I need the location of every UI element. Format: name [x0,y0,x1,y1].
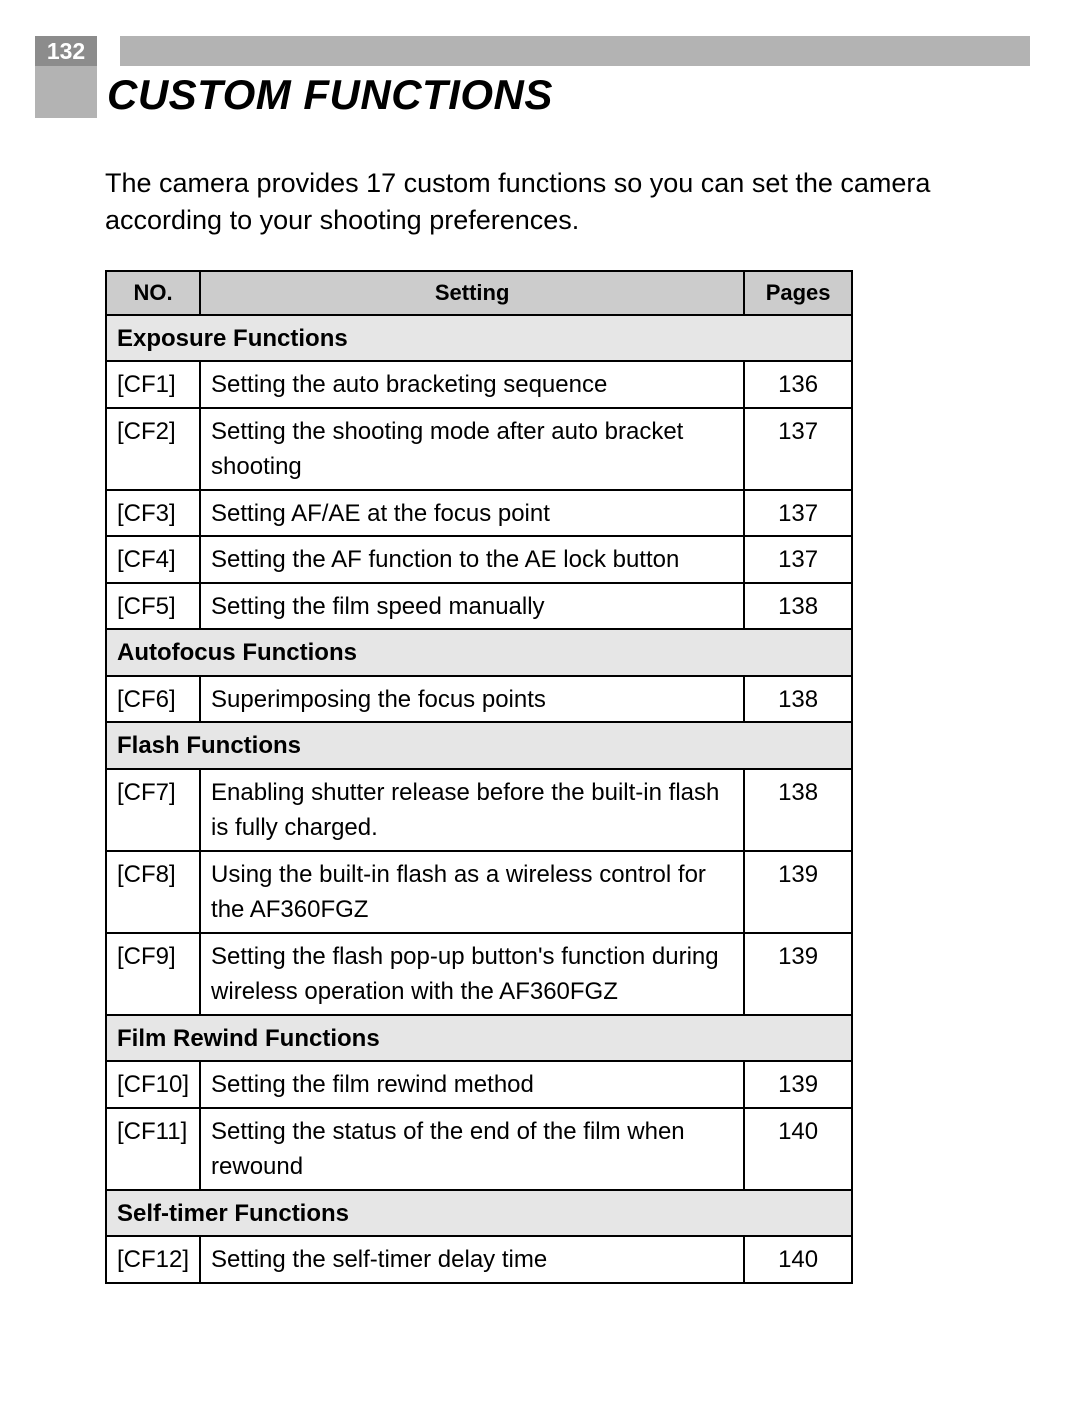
col-header-setting: Setting [200,271,744,315]
manual-page: 132 CUSTOM FUNCTIONS The camera provides… [0,0,1080,1427]
cell-pages: 137 [744,408,852,490]
cell-no: [CF12] [106,1236,200,1283]
cell-no: [CF7] [106,769,200,851]
title-accent-box [35,66,97,118]
cell-no: [CF3] [106,490,200,537]
table-row: [CF6]Superimposing the focus points138 [106,676,852,723]
top-bar: 132 [0,36,1080,66]
cell-pages: 140 [744,1108,852,1190]
intro-paragraph: The camera provides 17 custom functions … [105,165,985,240]
cell-pages: 137 [744,536,852,583]
table-row: [CF3]Setting AF/AE at the focus point137 [106,490,852,537]
cell-no: [CF9] [106,933,200,1015]
table-category-row: Exposure Functions [106,315,852,362]
table-row: [CF8]Using the built-in flash as a wirel… [106,851,852,933]
table-category-row: Film Rewind Functions [106,1015,852,1062]
cell-setting: Setting the flash pop-up button's functi… [200,933,744,1015]
cell-no: [CF2] [106,408,200,490]
cell-setting: Setting the shooting mode after auto bra… [200,408,744,490]
table-row: [CF11]Setting the status of the end of t… [106,1108,852,1190]
table-body: Exposure Functions[CF1]Setting the auto … [106,315,852,1283]
page-number-badge: 132 [35,36,97,66]
custom-functions-table: NO. Setting Pages Exposure Functions[CF1… [105,270,853,1284]
cell-pages: 138 [744,769,852,851]
table-category-label: Autofocus Functions [106,629,852,676]
cell-setting: Setting the AF function to the AE lock b… [200,536,744,583]
cell-setting: Using the built-in flash as a wireless c… [200,851,744,933]
cell-setting: Setting the film rewind method [200,1061,744,1108]
table-row: [CF9]Setting the flash pop-up button's f… [106,933,852,1015]
cell-setting: Enabling shutter release before the buil… [200,769,744,851]
table-category-label: Self-timer Functions [106,1190,852,1237]
cell-no: [CF4] [106,536,200,583]
cell-setting: Setting the self-timer delay time [200,1236,744,1283]
header-stripe [120,36,1030,66]
cell-no: [CF1] [106,361,200,408]
cell-setting: Setting the auto bracketing sequence [200,361,744,408]
table-row: [CF10]Setting the film rewind method139 [106,1061,852,1108]
cell-pages: 140 [744,1236,852,1283]
cell-pages: 136 [744,361,852,408]
cell-no: [CF6] [106,676,200,723]
table-row: [CF2]Setting the shooting mode after aut… [106,408,852,490]
table-row: [CF7]Enabling shutter release before the… [106,769,852,851]
table-category-label: Film Rewind Functions [106,1015,852,1062]
title-wrap: CUSTOM FUNCTIONS [35,66,553,118]
page-title: CUSTOM FUNCTIONS [107,74,553,118]
cell-setting: Superimposing the focus points [200,676,744,723]
col-header-pages: Pages [744,271,852,315]
table-row: [CF5]Setting the film speed manually138 [106,583,852,630]
cell-no: [CF5] [106,583,200,630]
table-row: [CF1]Setting the auto bracketing sequenc… [106,361,852,408]
cell-setting: Setting the film speed manually [200,583,744,630]
cell-pages: 138 [744,583,852,630]
cell-pages: 139 [744,933,852,1015]
table-category-row: Autofocus Functions [106,629,852,676]
cell-pages: 138 [744,676,852,723]
cell-setting: Setting AF/AE at the focus point [200,490,744,537]
cell-no: [CF10] [106,1061,200,1108]
table-row: [CF12]Setting the self-timer delay time1… [106,1236,852,1283]
table-category-label: Flash Functions [106,722,852,769]
cell-pages: 137 [744,490,852,537]
col-header-no: NO. [106,271,200,315]
cell-no: [CF8] [106,851,200,933]
table-header-row: NO. Setting Pages [106,271,852,315]
table-row: [CF4]Setting the AF function to the AE l… [106,536,852,583]
table-category-row: Self-timer Functions [106,1190,852,1237]
table-category-row: Flash Functions [106,722,852,769]
cell-no: [CF11] [106,1108,200,1190]
cell-pages: 139 [744,1061,852,1108]
cell-setting: Setting the status of the end of the fil… [200,1108,744,1190]
cell-pages: 139 [744,851,852,933]
table-category-label: Exposure Functions [106,315,852,362]
page-number: 132 [47,38,85,65]
